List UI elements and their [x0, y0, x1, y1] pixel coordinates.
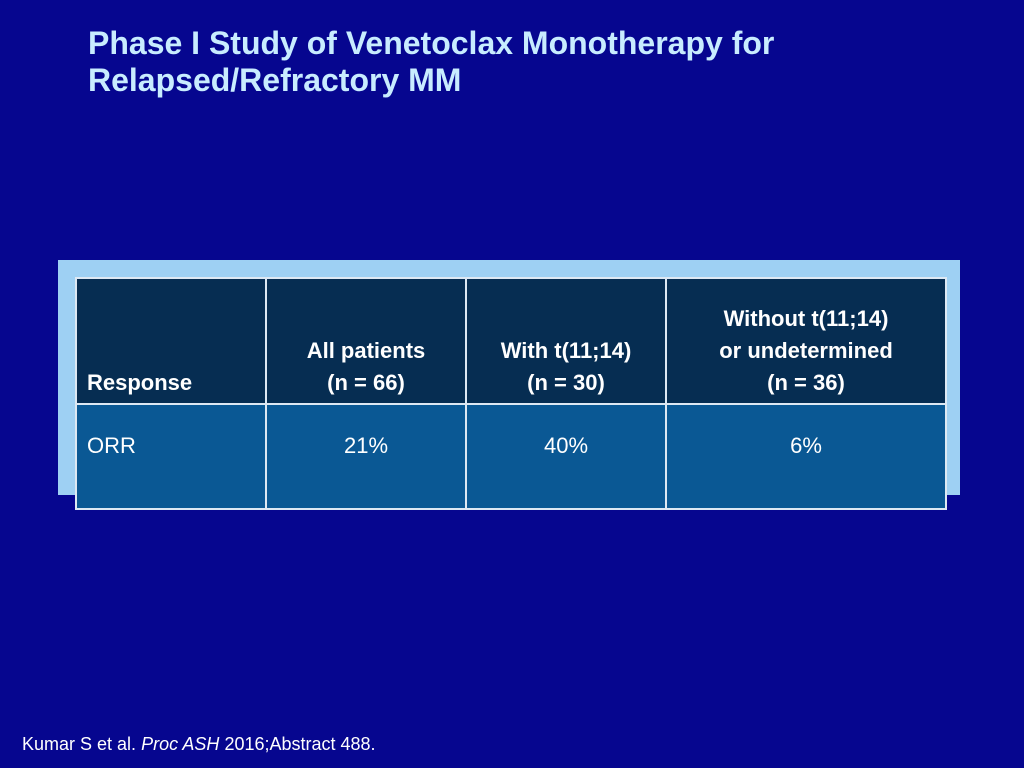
citation-footnote: Kumar S et al. Proc ASH 2016;Abstract 48… [22, 733, 376, 755]
header-with-t11-14: With t(11;14) (n = 30) [465, 277, 667, 405]
cell-without-t11-14-orr: 6% [665, 403, 947, 510]
slide-title-line-1: Phase I Study of Venetoclax Monotherapy … [88, 25, 775, 61]
header-with-t11-14-n: (n = 30) [527, 370, 605, 395]
header-response: Response [75, 277, 267, 405]
header-response-label: Response [87, 370, 193, 395]
header-without-t11-14-n: (n = 36) [767, 370, 845, 395]
results-table-frame: Response All patients (n = 66) With t(11… [58, 260, 960, 510]
cell-with-t11-14-orr: 40% [465, 403, 667, 510]
citation-journal: Proc ASH [141, 734, 220, 754]
slide-title: Phase I Study of Venetoclax Monotherapy … [88, 25, 968, 99]
table-row: ORR 21% 40% 6% [75, 403, 947, 510]
header-all-patients-label: All patients [306, 338, 426, 363]
header-without-t11-14: Without t(11;14) or undetermined (n = 36… [665, 277, 947, 405]
results-table: Response All patients (n = 66) With t(11… [75, 277, 947, 510]
header-without-t11-14-label: Without t(11;14) [723, 306, 889, 331]
citation-authors: Kumar S et al. [22, 734, 137, 754]
cell-all-patients-orr: 21% [265, 403, 467, 510]
citation-details: 2016;Abstract 488. [224, 734, 376, 754]
cell-response-orr: ORR [75, 403, 267, 510]
table-header-row: Response All patients (n = 66) With t(11… [75, 277, 947, 405]
header-without-t11-14-label-2: or undetermined [719, 338, 893, 363]
header-all-patients: All patients (n = 66) [265, 277, 467, 405]
header-all-patients-n: (n = 66) [327, 370, 405, 395]
slide-title-line-2: Relapsed/Refractory MM [88, 62, 462, 98]
header-with-t11-14-label: With t(11;14) [500, 338, 632, 363]
